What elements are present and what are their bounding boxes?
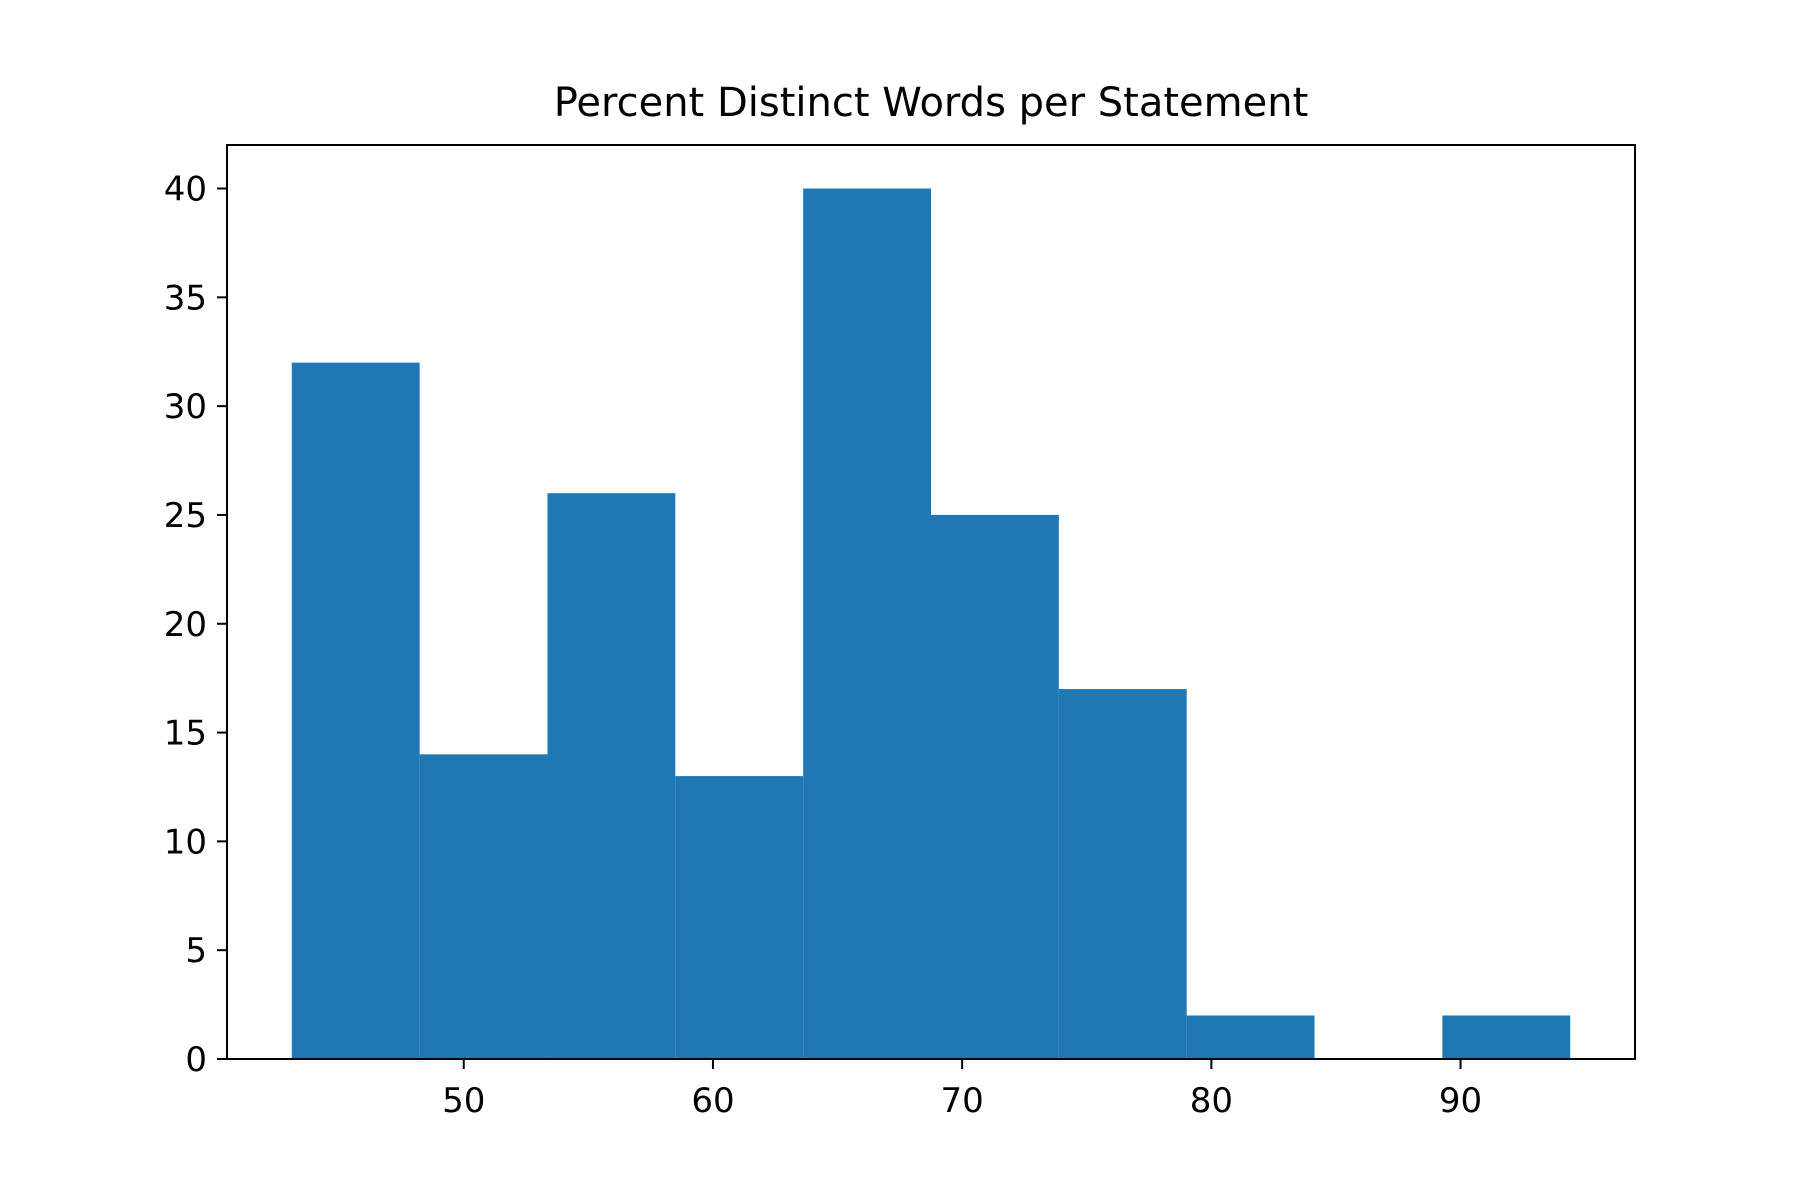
histogram-bar-5	[803, 188, 931, 1059]
y-tick-label: 20	[164, 605, 207, 645]
x-tick-label: 60	[691, 1081, 734, 1121]
histogram-bar-3	[547, 493, 676, 1059]
bars-group	[291, 188, 1571, 1060]
plot-frame	[226, 144, 1636, 1060]
y-tick-label: 15	[164, 714, 207, 754]
histogram-bar-1	[291, 362, 420, 1060]
x-tick-label: 90	[1439, 1081, 1482, 1121]
histogram-bar-4	[675, 776, 804, 1059]
y-tick-label: 5	[185, 931, 207, 971]
histogram-bar-2	[419, 754, 548, 1059]
y-tick-label: 35	[164, 278, 207, 318]
y-tick-label: 25	[164, 496, 207, 536]
chart-title: Percent Distinct Words per Statement	[554, 80, 1309, 126]
histogram-bar-10	[1442, 1015, 1571, 1059]
y-tick-label: 0	[185, 1040, 207, 1080]
x-tick-label: 70	[941, 1081, 984, 1121]
histogram-bar-8	[1186, 1015, 1315, 1059]
x-tick-label: 50	[442, 1081, 485, 1121]
histogram-bar-6	[931, 514, 1059, 1059]
x-tick-label: 80	[1190, 1081, 1233, 1121]
y-tick-label: 40	[164, 170, 207, 210]
y-tick-label: 30	[164, 387, 207, 427]
y-tick-label: 10	[164, 822, 207, 862]
y-axis: 0 5 10 15 20 25 30 35 40	[164, 170, 227, 1080]
x-axis: 50 60 70 80 90	[442, 1059, 1482, 1121]
histogram-bar-7	[1058, 689, 1187, 1059]
